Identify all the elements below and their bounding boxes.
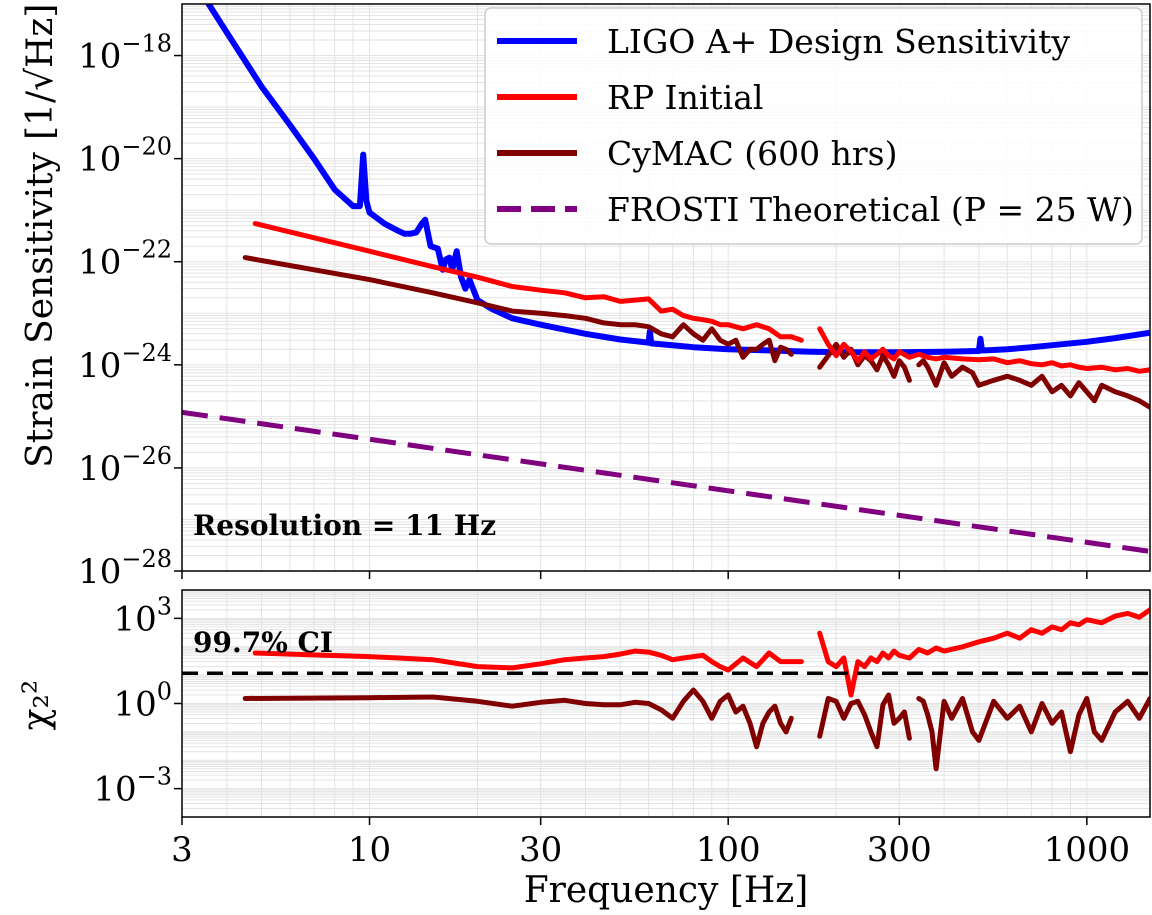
tick-exponent: −26 (121, 442, 172, 470)
x-tick-label-10: 10 (348, 830, 391, 870)
tick-exponent: −24 (121, 339, 172, 367)
top-plot-frame (181, 3, 1151, 572)
top-cymac-600-hrs-line (242, 255, 794, 364)
tick-exponent: −3 (137, 763, 172, 791)
top-rp-initial-line (817, 326, 1150, 374)
tick-base: 10 (78, 37, 121, 77)
tick-exponent: −18 (121, 30, 172, 58)
tick-exponent: −28 (121, 545, 172, 573)
x-tick-label-300: 300 (867, 830, 932, 870)
legend-label-ligo-a-design-sensitivity: LIGO A+ Design Sensitivity (607, 22, 1070, 61)
bottom-rp-initial-line (817, 607, 1150, 698)
legend: LIGO A+ Design Sensitivity RP Initial CyMA… (484, 7, 1143, 245)
tick-base: 10 (78, 243, 121, 283)
top-frosti-theoretical-p-25-w-line (182, 409, 1150, 554)
top-ylabel-text: Strain Sensitivity (20, 151, 61, 467)
top-series (182, 4, 1150, 554)
tick-base: 10 (78, 140, 121, 180)
tick-base: 10 (113, 599, 156, 639)
tick-base: 10 (78, 449, 121, 489)
legend-items: LIGO A+ Design Sensitivity RP Initial CyMA… (497, 22, 1134, 229)
top-rp-initial-line (252, 221, 804, 343)
legend-label-rp-initial: RP Initial (607, 78, 763, 117)
top-ytick-label: 10−22 (78, 236, 172, 283)
tick-exponent: 3 (157, 592, 172, 620)
top-ligo-a-design-sensitivity-line (205, 4, 1150, 356)
top-ylabel: Strain Sensitivity [1/√Hz] (20, 4, 61, 468)
top-cymac-600-hrs-line (916, 358, 1150, 410)
top-ylabel-unit: [1/√Hz] (20, 4, 61, 140)
tick-base: 10 (78, 346, 121, 386)
bottom-grid (181, 589, 1150, 818)
top-ytick-label: 10−28 (78, 545, 172, 592)
bottom-ytick-label: 103 (113, 592, 172, 639)
bottom-cymac-600-hrs-line (817, 692, 912, 750)
top-annotation: Resolution = 11 Hz (193, 509, 496, 542)
tick-base: 10 (78, 552, 121, 592)
bottom-annotation: 99.7% CI (193, 626, 333, 659)
bottom-ylabel: χ₂² (16, 680, 57, 731)
tick-base: 10 (93, 770, 136, 810)
legend-label-frosti-theoretical-p-25-w: FROSTI Theoretical (P = 25 W) (607, 190, 1134, 229)
x-tick-label-30: 30 (519, 830, 562, 870)
x-axis-title: Frequency [Hz] (524, 870, 809, 911)
tick-exponent: −22 (121, 236, 172, 264)
tick-exponent: −20 (121, 133, 172, 161)
x-tick-label-100: 100 (696, 830, 761, 870)
x-tick-label-3: 3 (171, 830, 193, 870)
top-ytick-label: 10−18 (78, 30, 172, 77)
tick-exponent: 0 (157, 678, 172, 706)
bottom-ytick-label: 10−3 (93, 763, 172, 810)
legend-box (484, 7, 1143, 245)
top-ytick-label: 10−20 (78, 133, 172, 180)
bottom-rp-initial-line (252, 648, 804, 673)
legend-label-cymac-600-hrs: CyMAC (600 hrs) (607, 134, 897, 173)
bottom-series (182, 607, 1150, 772)
top-ytick-label: 10−26 (78, 442, 172, 489)
bottom-ytick-label: 100 (113, 678, 172, 725)
tick-base: 10 (113, 685, 156, 725)
x-tick-label-1000: 1000 (1044, 830, 1131, 870)
bottom-cymac-600-hrs-line (242, 687, 794, 750)
top-ytick-label: 10−24 (78, 339, 172, 386)
bottom-cymac-600-hrs-line (916, 696, 1150, 772)
